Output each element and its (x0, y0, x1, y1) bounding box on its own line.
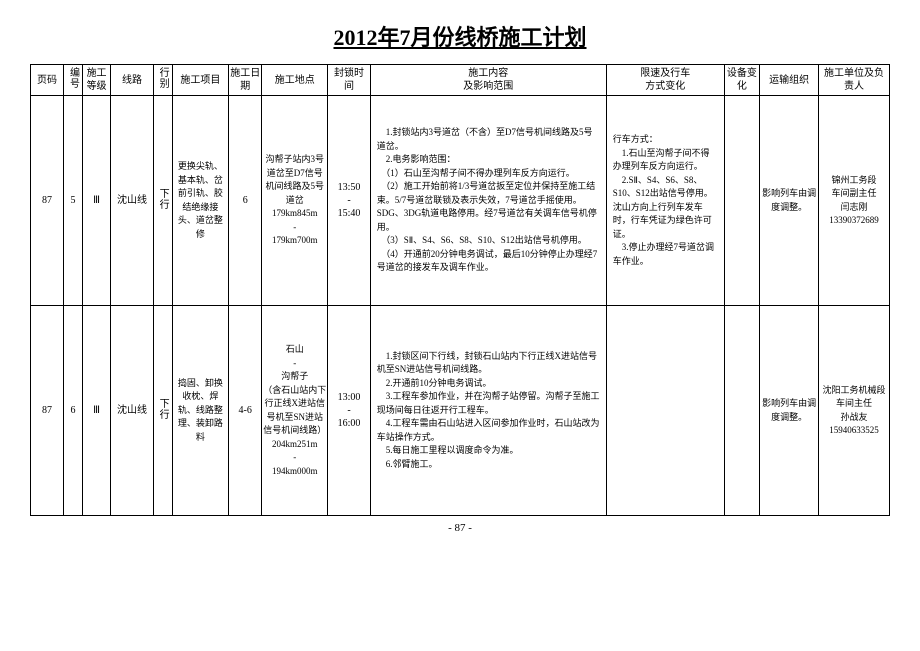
th-content: 施工内容及影响范围 (370, 65, 606, 96)
cell-item: 更换尖轨、基本轨、岔前引轨、胶结绝缘接头、道岔整修 (172, 96, 229, 306)
cell-trans: 影响列车由调度调整。 (760, 306, 819, 516)
th-speed: 限速及行车方式变化 (606, 65, 724, 96)
th-item: 施工项目 (172, 65, 229, 96)
th-seq: 编号 (64, 65, 83, 96)
cell-date: 4-6 (229, 306, 262, 516)
cell-dir: 下行 (153, 96, 172, 306)
page-footer: - 87 - (30, 522, 890, 534)
construction-plan-table: 页码 编号 施工等级 线路 行别 施工项目 施工日期 施工地点 封锁时间 施工内… (30, 64, 890, 516)
cell-page: 87 (31, 96, 64, 306)
cell-unit: 锦州工务段车间副主任闫志刚13390372689 (819, 96, 890, 306)
th-time: 封锁时间 (328, 65, 370, 96)
cell-seq: 5 (64, 96, 83, 306)
cell-speed (606, 306, 724, 516)
th-trans: 运输组织 (760, 65, 819, 96)
cell-equip (724, 96, 759, 306)
th-line: 线路 (111, 65, 153, 96)
cell-loc: 沟帮子站内3号道岔至D7信号机间线路及5号道岔179km845m-179km70… (262, 96, 328, 306)
cell-date: 6 (229, 96, 262, 306)
cell-item: 捣固、卸换收枕、焊轨、线路整理、装卸路料 (172, 306, 229, 516)
th-equip: 设备变化 (724, 65, 759, 96)
cell-time: 13:00-16:00 (328, 306, 370, 516)
cell-trans: 影响列车由调度调整。 (760, 96, 819, 306)
header-row: 页码 编号 施工等级 线路 行别 施工项目 施工日期 施工地点 封锁时间 施工内… (31, 65, 890, 96)
th-page: 页码 (31, 65, 64, 96)
th-unit: 施工单位及负责人 (819, 65, 890, 96)
th-date: 施工日期 (229, 65, 262, 96)
cell-seq: 6 (64, 306, 83, 516)
cell-content: 1.封锁区间下行线，封锁石山站内下行正线X进站信号机至SN进站信号机间线路。 2… (370, 306, 606, 516)
th-dir: 行别 (153, 65, 172, 96)
cell-loc: 石山-沟帮子（含石山站内下行正线X进站信号机至SN进站信号机间线路）204km2… (262, 306, 328, 516)
th-loc: 施工地点 (262, 65, 328, 96)
cell-line: 沈山线 (111, 96, 153, 306)
th-grade: 施工等级 (82, 65, 110, 96)
table-row: 87 5 Ⅲ 沈山线 下行 更换尖轨、基本轨、岔前引轨、胶结绝缘接头、道岔整修 … (31, 96, 890, 306)
cell-grade: Ⅲ (82, 96, 110, 306)
cell-equip (724, 306, 759, 516)
cell-page: 87 (31, 306, 64, 516)
cell-grade: Ⅲ (82, 306, 110, 516)
cell-dir: 下行 (153, 306, 172, 516)
cell-line: 沈山线 (111, 306, 153, 516)
cell-unit: 沈阳工务机械段车间主任孙战友15940633525 (819, 306, 890, 516)
cell-time: 13:50-15:40 (328, 96, 370, 306)
cell-speed: 行车方式： 1.石山至沟帮子间不得办理列车反方向运行。 2.SⅡ、S4、S6、S… (606, 96, 724, 306)
table-row: 87 6 Ⅲ 沈山线 下行 捣固、卸换收枕、焊轨、线路整理、装卸路料 4-6 石… (31, 306, 890, 516)
cell-content: 1.封锁站内3号道岔（不含）至D7信号机间线路及5号道岔。 2.电务影响范围： … (370, 96, 606, 306)
page-title: 2012年7月份线桥施工计划 (30, 20, 890, 52)
